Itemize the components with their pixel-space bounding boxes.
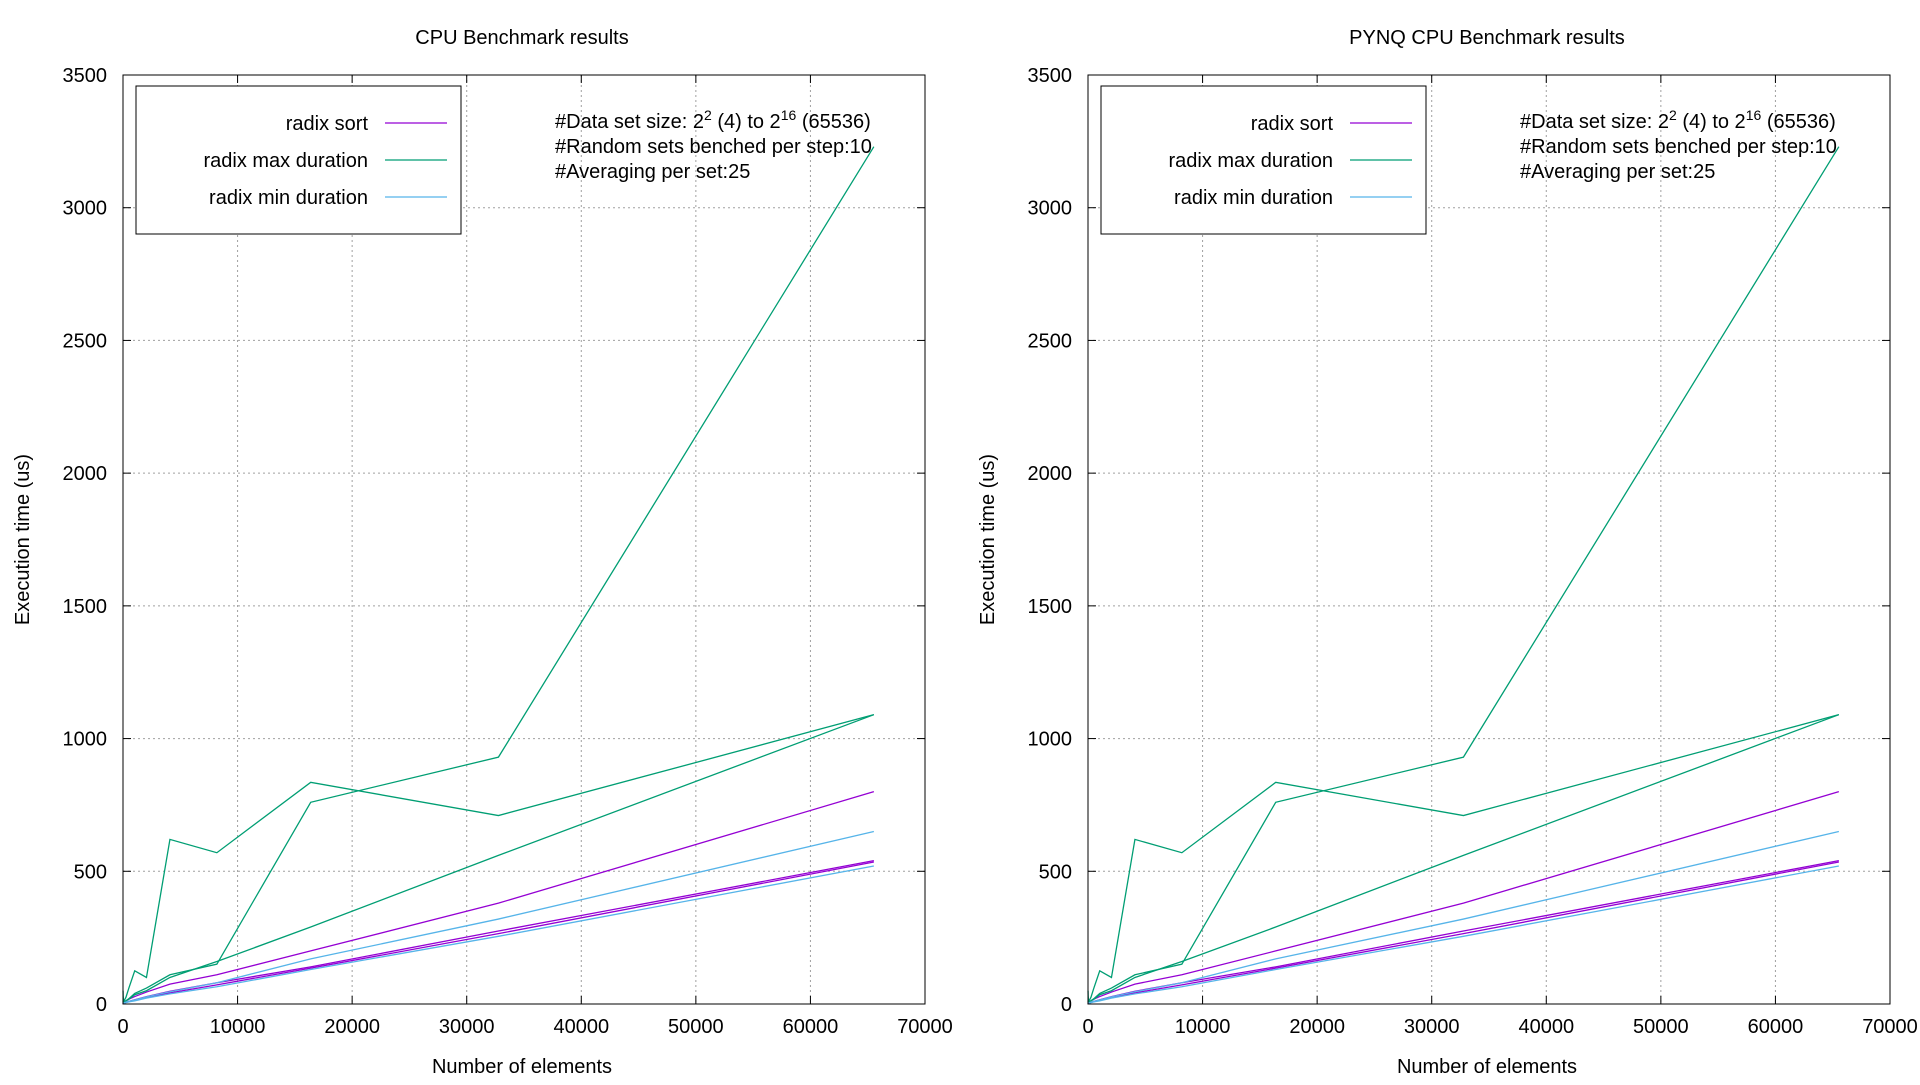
x-tick-label: 40000 [553,1016,609,1038]
y-tick-label: 0 [96,994,107,1016]
annotation-line1-suffix: (65536) [796,111,871,133]
y-tick-label: 2500 [1028,330,1073,352]
legend: radix sort radix max duration radix min du… [1100,85,1427,235]
plot-frame [122,74,926,1005]
annotation: #Data set size: 22 (4) to 216 (65536) #Ra… [555,107,872,183]
ticks: 0 10000 20000 30000 40000 50000 60000 70000 0 500… [1028,65,1918,1038]
y-tick-label: 2500 [63,330,108,352]
y-tick-label: 3000 [1028,198,1073,220]
x-tick-label: 0 [1082,1016,1093,1038]
chart-title: CPU Benchmark results [415,27,628,49]
series-line-7 [1087,830,1840,1005]
annotation-line-2: #Random sets benched per step:10 [1520,136,1837,158]
series-group [1087,146,1840,1005]
annotation-line-2: #Random sets benched per step:10 [555,136,872,158]
annotation-line1-suffix: (65536) [1761,111,1836,133]
grid [123,75,925,1004]
x-tick-label: 70000 [1862,1016,1918,1038]
annotation-line1-exp2: 16 [1746,107,1762,123]
x-tick-label: 0 [117,1016,128,1038]
x-tick-label: 20000 [1289,1016,1345,1038]
y-tick-label: 1500 [63,596,108,618]
x-tick-label: 10000 [1175,1016,1231,1038]
x-tick-label: 10000 [210,1016,266,1038]
y-axis-label: Execution time (us) [12,454,34,625]
y-tick-label: 3000 [63,198,108,220]
series-line-0 [122,791,875,1004]
x-axis-label: Number of elements [1397,1056,1577,1078]
annotation-line-3: #Averaging per set:25 [555,161,750,183]
x-tick-label: 30000 [439,1016,495,1038]
x-tick-label: 40000 [1518,1016,1574,1038]
x-tick-label: 30000 [1404,1016,1460,1038]
x-tick-label: 20000 [324,1016,380,1038]
y-tick-label: 1500 [1028,596,1073,618]
ticks: 0 10000 20000 30000 40000 50000 60000 70000 0 500… [63,65,953,1038]
annotation-line1-exp1: 2 [704,107,712,123]
y-axis-label: Execution time (us) [977,454,999,625]
annotation-line-1: #Data set size: 22 (4) to 216 (65536) [1520,107,1836,133]
grid [1088,75,1890,1004]
y-tick-label: 2000 [1028,463,1073,485]
annotation-line1-prefix: #Data set size: 2 [1520,111,1669,133]
annotation-line1-exp2: 16 [781,107,797,123]
series-line-6 [1087,865,1839,1005]
cpu-benchmark-chart: 0 10000 20000 30000 40000 50000 60000 70000 0 500… [12,27,953,1078]
annotation-line1-prefix: #Data set size: 2 [555,111,704,133]
y-tick-label: 500 [1039,861,1072,883]
chart-title: PYNQ CPU Benchmark results [1349,27,1625,49]
series-line-6 [122,865,874,1005]
x-tick-label: 50000 [668,1016,724,1038]
annotation-line1-mid: (4) to 2 [1677,111,1746,133]
legend-label: radix min duration [1174,187,1333,209]
y-tick-label: 1000 [1028,729,1073,751]
legend-label: radix max duration [203,150,368,172]
x-tick-label: 60000 [783,1016,839,1038]
series-line-0 [1087,791,1840,1004]
annotation-line-3: #Averaging per set:25 [1520,161,1715,183]
series-line-7 [122,830,875,1005]
annotation-line1-exp1: 2 [1669,107,1677,123]
annotation-line-1: #Data set size: 22 (4) to 216 (65536) [555,107,871,133]
annotation-line1-mid: (4) to 2 [712,111,781,133]
legend: radix sort radix max duration radix min du… [135,85,462,235]
y-tick-label: 3500 [63,65,108,87]
series-line-4 [122,146,875,1004]
y-tick-label: 3500 [1028,65,1073,87]
series-line-5 [1087,714,1840,1004]
x-tick-label: 70000 [897,1016,953,1038]
series-line-4 [1087,146,1840,1004]
legend-label: radix max duration [1168,150,1333,172]
legend-label: radix min duration [209,187,368,209]
series-line-5 [122,714,875,1004]
legend-label: radix sort [286,113,369,135]
y-tick-label: 0 [1061,994,1072,1016]
y-tick-label: 2000 [63,463,108,485]
x-tick-label: 50000 [1633,1016,1689,1038]
series-group [122,146,875,1005]
legend-label: radix sort [1251,113,1334,135]
y-tick-label: 500 [74,861,107,883]
x-axis-label: Number of elements [432,1056,612,1078]
y-tick-label: 1000 [63,729,108,751]
pynq-cpu-benchmark-chart: 0 10000 20000 30000 40000 50000 60000 70000 0 500… [977,27,1918,1078]
annotation: #Data set size: 22 (4) to 216 (65536) #Ra… [1520,107,1837,183]
plot-frame [1087,74,1891,1005]
x-tick-label: 60000 [1748,1016,1804,1038]
